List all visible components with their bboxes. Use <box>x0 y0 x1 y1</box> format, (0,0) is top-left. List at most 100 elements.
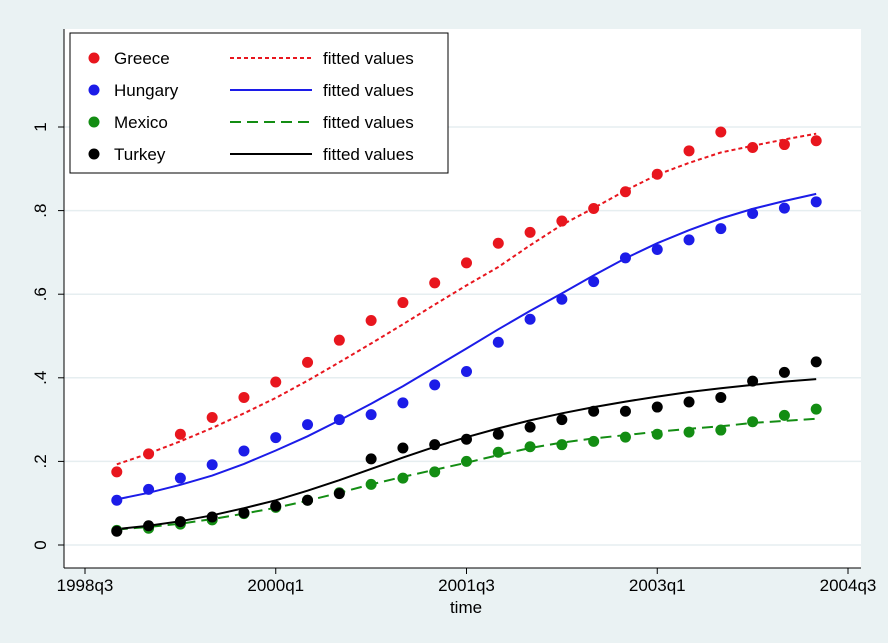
data-point-greece <box>238 391 250 403</box>
data-points <box>111 126 822 537</box>
data-point-hungary <box>111 494 123 506</box>
legend-label: Hungary <box>114 81 179 100</box>
y-tick-label: .8 <box>31 204 50 218</box>
legend-fit-label: fitted values <box>323 113 414 132</box>
data-point-mexico <box>619 431 631 443</box>
data-point-hungary <box>492 336 504 348</box>
data-point-hungary <box>651 243 663 255</box>
x-axis-title: time <box>450 598 482 617</box>
data-point-hungary <box>461 366 472 378</box>
data-point-mexico <box>778 409 790 421</box>
data-point-greece <box>143 448 155 460</box>
data-point-greece <box>397 297 409 309</box>
data-point-hungary <box>588 276 600 288</box>
data-point-turkey <box>492 428 504 440</box>
legend-fit-label: fitted values <box>323 81 414 100</box>
data-point-hungary <box>302 419 314 431</box>
data-point-turkey <box>333 488 345 500</box>
series-turkey <box>111 356 822 537</box>
legend-marker <box>88 116 100 128</box>
axes <box>63 29 861 569</box>
legend-marker <box>88 52 100 64</box>
data-point-hungary <box>683 234 695 246</box>
data-point-turkey <box>143 520 155 532</box>
data-point-greece <box>461 257 472 269</box>
data-point-greece <box>556 215 568 227</box>
x-tick-label: 2003q1 <box>629 576 686 595</box>
y-tick-label: .4 <box>31 371 50 385</box>
x-ticks: 1998q3 2000q1 2001q3 2003q1 2004q3 <box>57 568 877 595</box>
data-point-turkey <box>174 516 186 528</box>
data-point-hungary <box>333 414 345 426</box>
data-point-greece <box>651 168 663 180</box>
data-point-turkey <box>206 511 218 523</box>
data-point-hungary <box>619 252 631 264</box>
data-point-turkey <box>778 366 790 378</box>
data-point-turkey <box>111 525 123 537</box>
data-point-hungary <box>778 202 790 214</box>
data-point-greece <box>206 412 218 424</box>
data-point-turkey <box>302 494 314 506</box>
data-point-greece <box>174 428 186 440</box>
data-point-greece <box>302 356 314 368</box>
data-point-turkey <box>556 414 568 426</box>
legend-label: Mexico <box>114 113 168 132</box>
data-point-greece <box>747 141 759 153</box>
data-point-hungary <box>397 397 409 409</box>
data-point-greece <box>270 376 282 388</box>
fitted-line-greece <box>116 132 817 466</box>
data-point-mexico <box>715 424 727 436</box>
data-point-turkey <box>524 421 536 433</box>
x-tick-label: 2000q1 <box>247 576 304 595</box>
x-tick-label: 1998q3 <box>57 576 114 595</box>
data-point-mexico <box>556 439 568 451</box>
legend-marker <box>88 148 100 160</box>
legend: Greece fitted values Hungary fitted values M… <box>69 32 449 174</box>
y-tick-label: .2 <box>31 454 50 468</box>
data-point-mexico <box>588 435 600 447</box>
data-point-turkey <box>461 433 472 445</box>
data-point-hungary <box>174 472 186 484</box>
series-hungary <box>111 196 822 506</box>
legend-label: Greece <box>114 49 170 68</box>
x-tick-label: 2001q3 <box>438 576 495 595</box>
data-point-turkey <box>619 405 631 417</box>
data-point-hungary <box>206 459 218 471</box>
data-point-greece <box>111 466 123 478</box>
legend-marker <box>88 84 100 96</box>
legend-fit-label: fitted values <box>323 145 414 164</box>
data-point-hungary <box>810 196 822 208</box>
data-point-hungary <box>556 293 568 305</box>
data-point-hungary <box>270 432 282 444</box>
data-point-mexico <box>683 426 695 438</box>
data-point-greece <box>715 126 727 138</box>
data-point-mexico <box>365 478 377 490</box>
data-point-mexico <box>429 466 441 478</box>
data-point-mexico <box>747 416 759 428</box>
data-point-mexico <box>524 441 536 453</box>
data-point-turkey <box>270 500 282 512</box>
data-point-hungary <box>747 208 759 220</box>
data-point-turkey <box>429 439 441 451</box>
data-point-mexico <box>810 403 822 415</box>
fitted-line-hungary <box>116 192 817 501</box>
data-point-hungary <box>429 379 441 391</box>
data-point-greece <box>333 334 345 346</box>
data-point-greece <box>619 186 631 198</box>
data-point-mexico <box>461 455 472 467</box>
data-point-hungary <box>365 409 377 421</box>
data-point-turkey <box>715 391 727 403</box>
data-point-greece <box>683 145 695 157</box>
data-point-greece <box>429 277 441 289</box>
y-ticks: 0 .2 .4 .6 .8 1 <box>31 122 64 550</box>
data-point-greece <box>524 226 536 238</box>
data-point-hungary <box>715 223 727 235</box>
data-point-turkey <box>683 396 695 408</box>
data-point-hungary <box>524 313 536 325</box>
legend-box <box>69 32 449 174</box>
data-point-turkey <box>810 356 822 368</box>
data-point-mexico <box>651 428 663 440</box>
x-tick-label: 2004q3 <box>820 576 877 595</box>
data-point-greece <box>778 139 790 151</box>
